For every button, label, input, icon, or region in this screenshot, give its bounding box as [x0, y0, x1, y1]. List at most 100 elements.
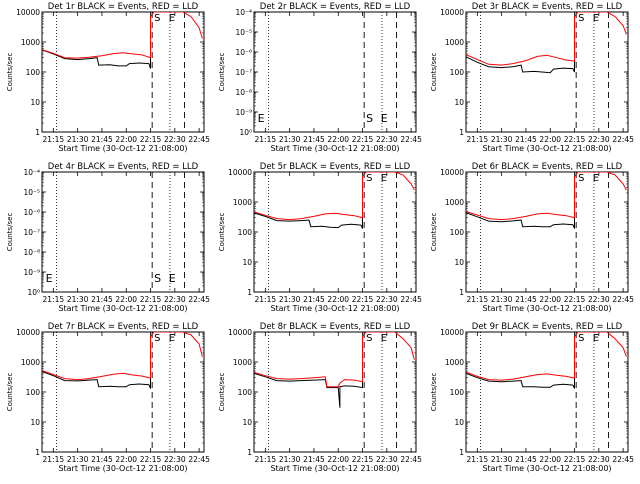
chart-title: Det 3r BLACK = Events, RED = LLD	[472, 2, 623, 12]
x-tick-label: 22:15	[140, 135, 162, 144]
series-events-line	[254, 172, 367, 229]
x-axis-label: Start Time (30-Oct-12 21:08:00)	[482, 304, 611, 313]
x-tick-label: 22:45	[400, 455, 422, 464]
x-axis-label: Start Time (30-Oct-12 21:08:00)	[270, 464, 399, 473]
x-tick-label: 22:30	[376, 295, 398, 304]
y-tick-label: 10	[454, 418, 464, 427]
y-tick-label: 100	[238, 388, 253, 397]
y-tick-label: 10⁻⁸	[235, 88, 252, 97]
chart-panel-1: Det 1r BLACK = Events, RED = LLD 10000 100…	[6, 2, 210, 153]
chart-title: Det 8r BLACK = Events, RED = LLD	[260, 322, 411, 332]
chart-panel-6: Det 6r BLACK = Events, RED = LLD 10000 100…	[430, 162, 634, 313]
y-tick-label: 10⁻⁵	[235, 28, 252, 37]
x-tick-label: 21:45	[91, 455, 113, 464]
y-axis-label: Counts/sec	[6, 213, 14, 252]
x-tick-label: 22:15	[352, 295, 374, 304]
x-tick-label: 22:45	[612, 295, 634, 304]
y-tick-label: 1000	[233, 358, 252, 367]
x-tick-label: 21:30	[491, 135, 513, 144]
x-tick-label: 22:45	[400, 295, 422, 304]
plot-frame	[253, 11, 417, 133]
chart-title: Det 4r BLACK = Events, RED = LLD	[48, 162, 199, 172]
y-tick-label: 100	[26, 68, 41, 77]
marker-s: S	[366, 112, 373, 125]
x-tick-label: 21:30	[67, 135, 89, 144]
x-axis-label: Start Time (30-Oct-12 21:08:00)	[270, 144, 399, 153]
y-axis-label: Counts/sec	[218, 53, 226, 92]
y-tick-label: 10⁻⁹	[235, 108, 252, 117]
chart-title: Det 7r BLACK = Events, RED = LLD	[48, 322, 199, 332]
y-tick-label: 10⁻⁸	[23, 248, 40, 257]
y-tick-label: 10	[454, 98, 464, 107]
marker-s: S	[578, 333, 584, 344]
plot-frame	[41, 11, 205, 133]
x-tick-label: 21:45	[303, 135, 325, 144]
x-tick-label: 21:30	[279, 455, 301, 464]
x-tick-label: 22:30	[376, 135, 398, 144]
series-events-line	[466, 12, 579, 74]
marker-s: S	[154, 333, 160, 344]
y-tick-label: 10000	[16, 328, 40, 337]
y-tick-label: 1	[247, 448, 252, 457]
chart-panel-4: Det 4r BLACK = Events, RED = LLD 10⁻⁴ 10⁻⁵…	[6, 162, 210, 313]
x-tick-label: 21:45	[515, 295, 537, 304]
x-tick-label: 22:00	[539, 455, 561, 464]
marker-s: S	[154, 13, 160, 24]
x-tick-label: 22:30	[164, 295, 186, 304]
x-tick-label: 21:15	[255, 455, 277, 464]
y-tick-label: 10	[30, 418, 40, 427]
series-events-line	[254, 332, 367, 408]
x-axis-label: Start Time (30-Oct-12 21:08:00)	[58, 304, 187, 313]
x-tick-label: 22:30	[376, 455, 398, 464]
x-tick-label: 21:15	[255, 135, 277, 144]
plot-frame	[465, 331, 629, 453]
x-tick-label: 21:45	[303, 295, 325, 304]
series-lld-line	[42, 332, 203, 381]
x-tick-label: 22:00	[115, 135, 137, 144]
x-tick-label: 22:15	[564, 295, 586, 304]
x-tick-label: 22:15	[564, 455, 586, 464]
x-tick-label: 21:15	[43, 455, 65, 464]
x-tick-label: 22:45	[612, 135, 634, 144]
y-tick-label: 1	[35, 448, 40, 457]
x-tick-label: 22:00	[115, 455, 137, 464]
y-axis-label: Counts/sec	[430, 213, 438, 252]
series-lld-line	[42, 12, 203, 59]
y-axis-label: Counts/sec	[430, 373, 438, 412]
y-tick-label: 100	[238, 228, 253, 237]
y-tick-label: 1	[459, 128, 464, 137]
y-axis-label: Counts/sec	[6, 53, 14, 92]
y-tick-label: 1	[35, 128, 40, 137]
y-tick-label: 1000	[21, 358, 40, 367]
x-tick-label: 21:15	[255, 295, 277, 304]
x-tick-label: 21:15	[467, 135, 489, 144]
x-tick-label: 21:45	[515, 135, 537, 144]
marker-e: E	[593, 173, 599, 184]
x-tick-label: 21:15	[467, 455, 489, 464]
x-tick-label: 22:45	[612, 455, 634, 464]
y-tick-label: 1	[459, 288, 464, 297]
x-tick-label: 21:45	[91, 295, 113, 304]
y-tick-label: 10000	[440, 328, 464, 337]
y-tick-label: 1000	[21, 38, 40, 47]
x-tick-label: 22:15	[140, 455, 162, 464]
chart-title: Det 1r BLACK = Events, RED = LLD	[48, 2, 199, 12]
y-tick-label: 10⁻⁹	[23, 268, 40, 277]
y-tick-label: 10⁻⁶	[23, 208, 40, 217]
series-lld-line	[466, 332, 627, 381]
chart-panel-5: Det 5r BLACK = Events, RED = LLD 10000 100…	[218, 162, 422, 313]
x-tick-label: 21:15	[43, 295, 65, 304]
x-tick-label: 22:00	[327, 455, 349, 464]
x-axis-label: Start Time (30-Oct-12 21:08:00)	[482, 464, 611, 473]
y-tick-label: 1	[459, 448, 464, 457]
x-tick-label: 22:00	[539, 295, 561, 304]
marker-e: E	[381, 173, 387, 184]
marker-e: E	[169, 272, 176, 285]
marker-e: E	[258, 112, 265, 125]
x-tick-label: 22:30	[588, 135, 610, 144]
y-axis-label: Counts/sec	[218, 213, 226, 252]
x-tick-label: 21:30	[491, 455, 513, 464]
x-tick-label: 22:00	[327, 135, 349, 144]
x-tick-label: 22:15	[352, 455, 374, 464]
x-tick-label: 22:45	[188, 135, 210, 144]
